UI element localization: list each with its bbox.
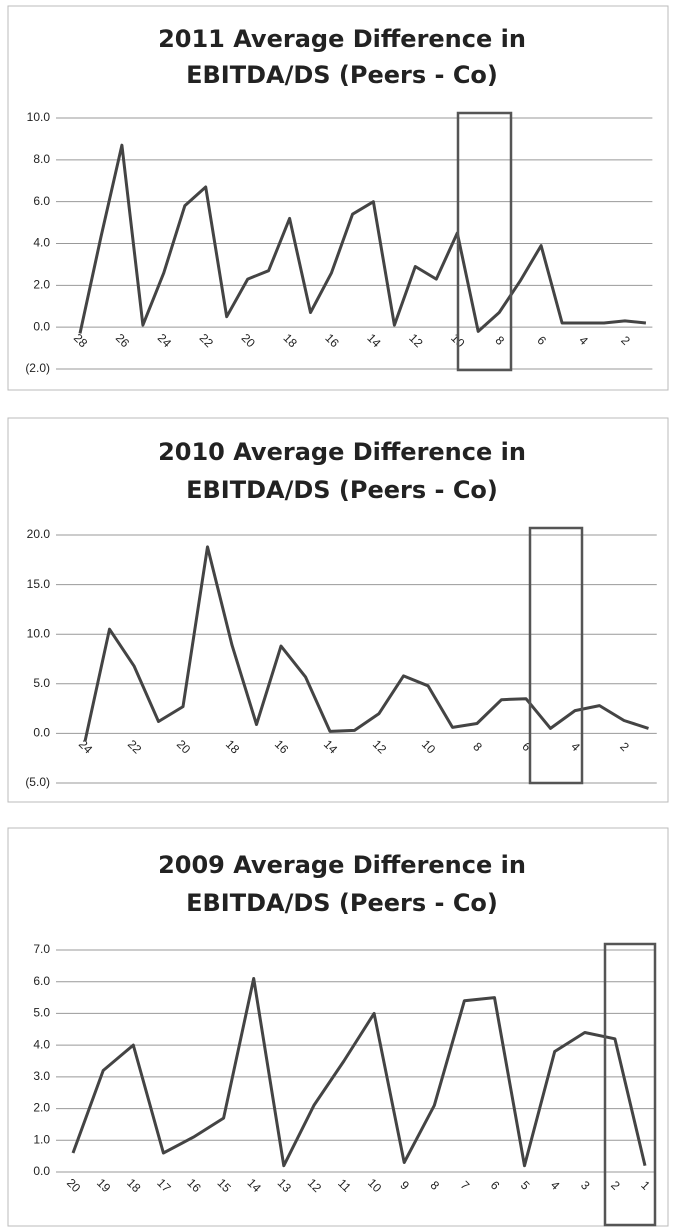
- y-tick-label: 7.0: [33, 942, 50, 956]
- chart-title: 2011 Average Difference in: [158, 25, 526, 53]
- y-tick-label: (5.0): [25, 775, 50, 789]
- data-line: [78, 143, 647, 334]
- data-line: [71, 977, 647, 1168]
- chart-title: EBITDA/DS (Peers - Co): [186, 476, 498, 504]
- y-tick-label: 2.0: [33, 278, 50, 292]
- y-tick-label: 1.0: [33, 1132, 50, 1146]
- y-tick-label: 5.0: [33, 676, 50, 690]
- y-tick-label: 3.0: [33, 1069, 50, 1083]
- highlight-box: [603, 942, 657, 1227]
- panel-border: [7, 417, 669, 803]
- y-tick-label: 20.0: [27, 527, 51, 541]
- y-tick-label: 10.0: [27, 626, 51, 640]
- chart-panel: 2010 Average Difference in EBITDA/DS (Pee…: [7, 417, 669, 803]
- y-tick-label: 4.0: [33, 1037, 50, 1051]
- y-tick-label: 10.0: [27, 110, 51, 124]
- panel-border: [7, 5, 669, 391]
- y-tick-label: 6.0: [33, 974, 50, 988]
- y-tick-label: 6.0: [33, 194, 50, 208]
- chart-panel: 2009 Average Difference in EBITDA/DS (Pee…: [7, 827, 669, 1227]
- y-tick-label: 5.0: [33, 1006, 50, 1020]
- y-tick-label: 8.0: [33, 152, 50, 166]
- data-line: [83, 545, 649, 742]
- highlight-box: [528, 526, 584, 785]
- chart-title: 2009 Average Difference in: [158, 851, 526, 879]
- chart-title: EBITDA/DS (Peers - Co): [186, 889, 498, 917]
- y-tick-label: 2.0: [33, 1101, 50, 1115]
- chart-panel: 2011 Average Difference in EBITDA/DS (Pee…: [7, 5, 669, 391]
- highlight-box: [456, 111, 513, 372]
- y-tick-label: 4.0: [33, 236, 50, 250]
- chart-title: EBITDA/DS (Peers - Co): [186, 61, 498, 89]
- y-tick-label: 0.0: [33, 726, 50, 740]
- chart-title: 2010 Average Difference in: [158, 438, 526, 466]
- y-tick-label: 0.0: [33, 319, 50, 333]
- panel-border: [7, 827, 669, 1227]
- y-tick-label: (2.0): [25, 361, 50, 375]
- y-tick-label: 0.0: [33, 1164, 50, 1178]
- y-tick-label: 15.0: [27, 577, 51, 591]
